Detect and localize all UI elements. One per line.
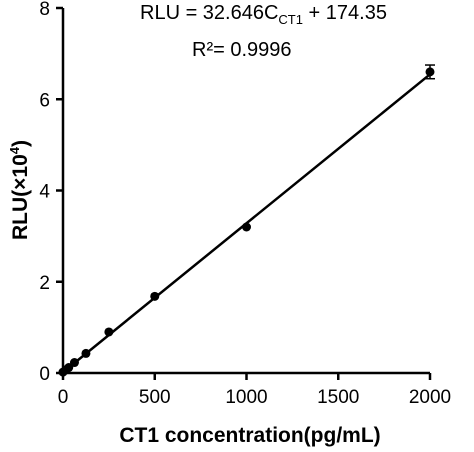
data-point-6 xyxy=(150,292,159,301)
x-tick-label-0: 0 xyxy=(58,387,69,408)
x-axis-title: CT1 concentration(pg/mL) xyxy=(119,424,380,447)
axis-ticks xyxy=(56,8,430,380)
y-tick-label-3: 6 xyxy=(39,90,50,111)
data-point-4 xyxy=(81,349,90,358)
data-point-7 xyxy=(242,223,251,232)
y-tick-label-1: 2 xyxy=(39,273,50,294)
x-tick-label-3: 1500 xyxy=(317,387,359,408)
x-tick-label-1: 500 xyxy=(139,387,171,408)
data-point-8 xyxy=(426,67,435,76)
axis-tick-labels: 0 500 1000 1500 2000 0 2 4 6 8 xyxy=(39,0,451,408)
x-tick-label-2: 1000 xyxy=(225,387,267,408)
y-tick-label-4: 8 xyxy=(39,0,50,20)
r-squared-label: R²= 0.9996 xyxy=(192,39,292,61)
y-tick-label-0: 0 xyxy=(39,364,50,385)
regression-equation: RLU = 32.646CCT1 + 174.35 xyxy=(140,2,387,27)
y-tick-label-2: 4 xyxy=(39,182,50,203)
x-tick-label-4: 2000 xyxy=(409,387,451,408)
y-axis-title: RLU(×104) xyxy=(7,140,32,240)
equation-subscript: CT1 xyxy=(278,12,303,27)
data-point-3 xyxy=(70,358,79,367)
data-point-5 xyxy=(104,327,113,336)
